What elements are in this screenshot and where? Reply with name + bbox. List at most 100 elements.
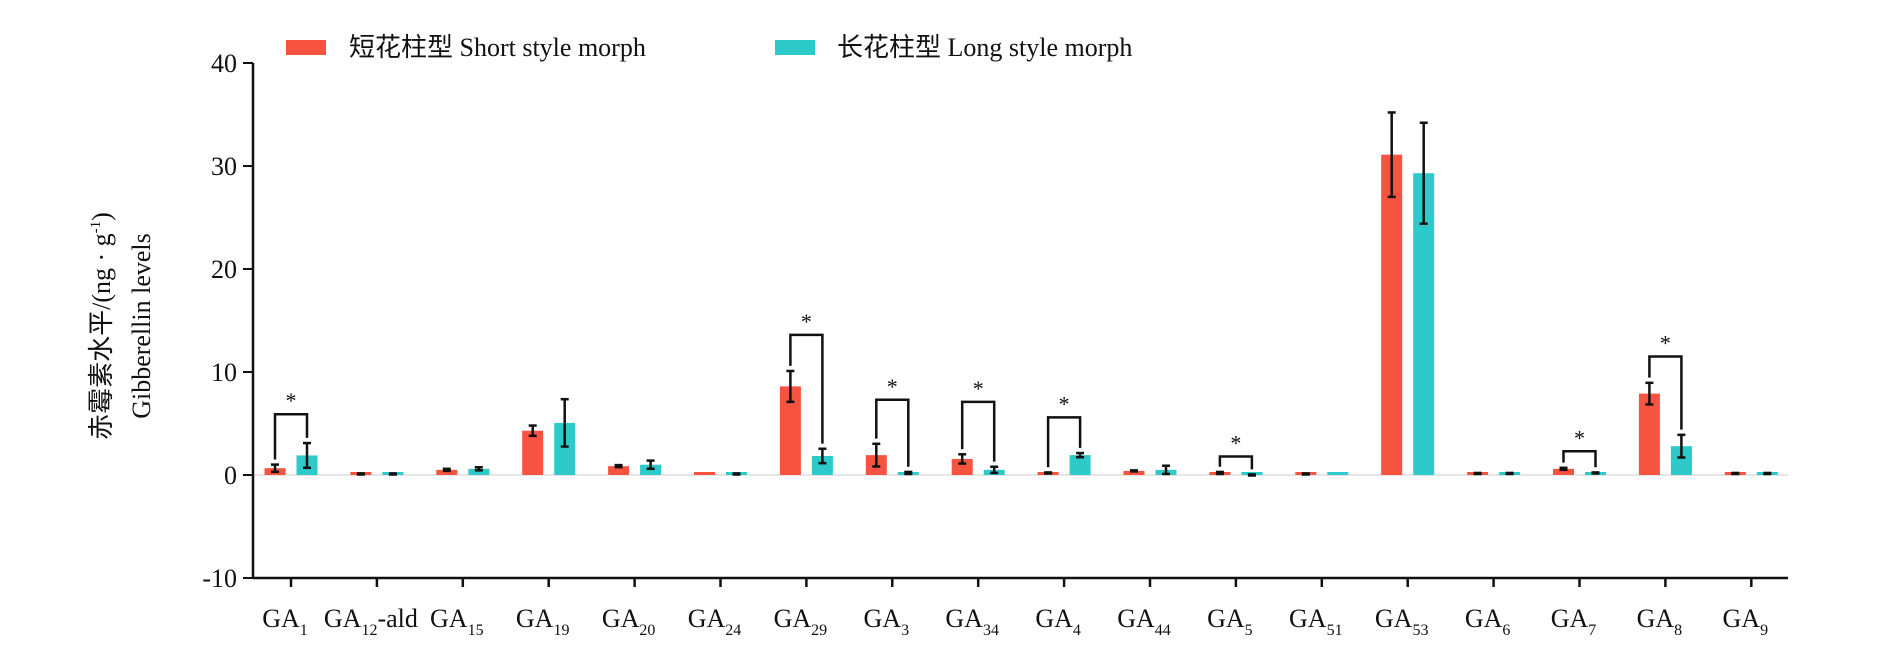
error-bar <box>872 442 881 468</box>
error-bar <box>356 472 365 476</box>
error-bar <box>990 465 999 475</box>
significance-bracket <box>1648 355 1683 430</box>
error-bar <box>1044 471 1053 475</box>
legend-swatch-short <box>286 40 326 55</box>
error-bar <box>1763 471 1772 476</box>
bar-long <box>1670 446 1692 475</box>
error-bar <box>904 470 913 476</box>
bar-short <box>951 458 973 475</box>
error-bar <box>614 463 623 469</box>
error-bar <box>271 463 279 474</box>
x-tick-label: GA19 <box>516 604 570 639</box>
bar-long <box>1069 455 1091 475</box>
legend-swatch-long <box>775 40 815 55</box>
x-tick-label: GA8 <box>1637 604 1683 639</box>
y-axis-title-cn: 赤霉素水平/(ng · g-1) <box>87 212 116 440</box>
x-tick-label: GA1 <box>262 604 308 639</box>
y-tick-label: 20 <box>211 255 237 284</box>
bar-long <box>468 468 490 475</box>
x-tick-label: GA9 <box>1723 604 1769 639</box>
x-tick-label: GA53 <box>1375 604 1429 639</box>
bar-long <box>554 422 576 475</box>
y-tick-label: 0 <box>224 461 237 490</box>
legend-label-short: 短花柱型 Short style morph <box>349 33 646 62</box>
x-tick-label: GA6 <box>1465 604 1511 639</box>
error-bar <box>1130 469 1138 473</box>
error-bar <box>1387 111 1396 199</box>
error-bar <box>818 447 827 465</box>
bar-short <box>1553 468 1574 475</box>
x-tick-label: GA34 <box>945 604 999 639</box>
significance-marker: * <box>887 374 898 399</box>
y-tick-label: -10 <box>202 564 237 593</box>
significance-marker: * <box>1059 391 1070 416</box>
error-bar <box>474 466 483 472</box>
error-bar <box>1473 471 1482 476</box>
significance-marker: * <box>1574 425 1585 450</box>
significance-bracket <box>273 412 309 460</box>
significance-bracket <box>960 400 996 462</box>
significance-bracket <box>789 333 824 444</box>
x-tick-label: GA4 <box>1035 604 1081 639</box>
x-tick-label: GA24 <box>688 604 742 639</box>
bar-long <box>1327 472 1349 475</box>
error-bar <box>303 441 311 470</box>
error-bar <box>786 369 795 404</box>
x-tick-label: GA7 <box>1551 604 1597 639</box>
error-bar <box>958 453 967 465</box>
bar-short <box>608 466 630 475</box>
error-bar <box>560 397 569 448</box>
error-bar <box>528 424 537 438</box>
error-bar <box>1162 464 1170 476</box>
y-tick-label: 40 <box>211 49 237 78</box>
significance-bracket <box>1046 416 1082 468</box>
error-bar <box>1591 471 1600 475</box>
significance-marker: * <box>973 376 984 401</box>
y-axis-title: 赤霉素水平/(ng · g-1) Gibberellin levels <box>87 212 156 440</box>
legend-label-long: 长花柱型 Long style morph <box>837 33 1132 62</box>
significance-marker: * <box>1230 430 1241 455</box>
y-tick-label: 10 <box>211 358 237 387</box>
x-tick-label: GA3 <box>864 604 910 639</box>
significance-bracket <box>1562 450 1597 468</box>
significance-marker: * <box>801 309 812 334</box>
error-bar <box>1247 473 1256 477</box>
x-tick-label: GA51 <box>1289 604 1343 639</box>
error-bar <box>1505 471 1514 476</box>
bar-long <box>1413 173 1435 475</box>
bar-short <box>1638 393 1660 475</box>
error-bar <box>1301 472 1310 476</box>
x-tick-label: GA44 <box>1117 604 1171 639</box>
y-tick-label: 30 <box>211 152 237 181</box>
bar-short <box>1381 154 1403 476</box>
significance-bracket <box>1218 455 1254 470</box>
bar-short <box>779 386 801 475</box>
significance-bracket <box>875 398 910 467</box>
bar-long <box>811 455 833 475</box>
x-tick-label: GA20 <box>602 604 656 639</box>
error-bar <box>1419 121 1428 225</box>
error-bar <box>388 472 397 476</box>
bar-short <box>694 472 715 475</box>
error-bar <box>1559 466 1568 472</box>
error-bar <box>1731 471 1740 476</box>
error-bar <box>1076 451 1085 459</box>
x-tick-label: GA29 <box>774 604 828 639</box>
bar-short <box>522 430 544 475</box>
bar-short <box>1123 470 1145 475</box>
significance-marker: * <box>1660 331 1671 356</box>
x-tick-label: GA15 <box>430 604 484 639</box>
error-bar <box>646 459 655 471</box>
significance-marker: * <box>286 388 297 413</box>
error-bar <box>1645 381 1654 406</box>
legend: 短花柱型 Short style morph 长花柱型 Long style m… <box>286 33 1132 62</box>
bar-short <box>436 469 458 475</box>
error-bar <box>442 467 451 473</box>
error-bar <box>1215 470 1224 476</box>
y-axis-title-en: Gibberellin levels <box>127 233 156 419</box>
x-tick-label: GA5 <box>1207 604 1253 639</box>
error-bar <box>732 472 741 476</box>
error-bar <box>1677 433 1686 459</box>
x-tick-label: GA12-ald <box>324 604 418 639</box>
